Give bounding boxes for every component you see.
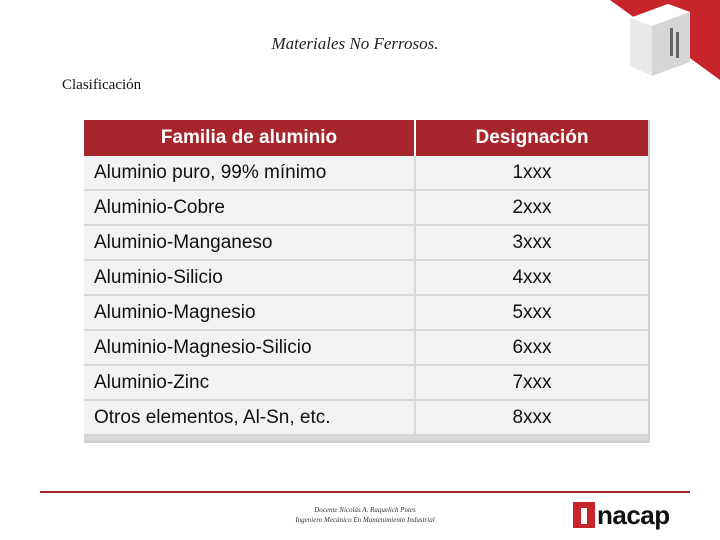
designation-cell: 7xxx	[416, 366, 648, 401]
footer-line-1: Docente Nicolás A. Raquelich Potes	[314, 506, 416, 514]
aluminum-classification-table: Familia de aluminio Designación Aluminio…	[84, 120, 648, 436]
family-cell: Aluminio-Silicio	[84, 261, 416, 296]
brand-name: nacap	[597, 499, 670, 530]
footer-divider	[40, 491, 690, 493]
family-cell: Aluminio-Zinc	[84, 366, 416, 401]
family-cell: Aluminio-Magnesio	[84, 296, 416, 331]
designation-cell: 8xxx	[416, 401, 648, 436]
header-family: Familia de aluminio	[84, 120, 416, 156]
table-row: Aluminio-Cobre 2xxx	[84, 191, 648, 226]
designation-cell: 1xxx	[416, 156, 648, 191]
table-row: Aluminio-Manganeso 3xxx	[84, 226, 648, 261]
header-designation: Designación	[416, 120, 648, 156]
designation-cell: 6xxx	[416, 331, 648, 366]
aluminum-table-container: Familia de aluminio Designación Aluminio…	[84, 120, 650, 443]
table-row: Aluminio-Silicio 4xxx	[84, 261, 648, 296]
designation-cell: 4xxx	[416, 261, 648, 296]
table-row: Aluminio-Magnesio 5xxx	[84, 296, 648, 331]
family-cell: Aluminio puro, 99% mínimo	[84, 156, 416, 191]
table-header-row: Familia de aluminio Designación	[84, 120, 648, 156]
family-cell: Otros elementos, Al-Sn, etc.	[84, 401, 416, 436]
table-row: Aluminio puro, 99% mínimo 1xxx	[84, 156, 648, 191]
brand-mark-icon	[573, 502, 595, 528]
footer-line-2: Ingeniero Mecánico En Mantenimiento Indu…	[295, 516, 435, 524]
designation-cell: 5xxx	[416, 296, 648, 331]
table-row: Aluminio-Magnesio-Silicio 6xxx	[84, 331, 648, 366]
brand-logo: nacap	[573, 498, 670, 532]
designation-cell: 2xxx	[416, 191, 648, 226]
section-label: Clasificación	[62, 77, 142, 93]
table-row: Aluminio-Zinc 7xxx	[84, 366, 648, 401]
family-cell: Aluminio-Cobre	[84, 191, 416, 226]
family-cell: Aluminio-Magnesio-Silicio	[84, 331, 416, 366]
table-row: Otros elementos, Al-Sn, etc. 8xxx	[84, 401, 648, 436]
designation-cell: 3xxx	[416, 226, 648, 261]
family-cell: Aluminio-Manganeso	[84, 226, 416, 261]
corner-logo-graphic	[610, 0, 720, 80]
footer-credits: Docente Nicolás A. Raquelich Potes Ingen…	[250, 505, 480, 525]
slide-title: Materiales No Ferrosos.	[271, 34, 439, 53]
